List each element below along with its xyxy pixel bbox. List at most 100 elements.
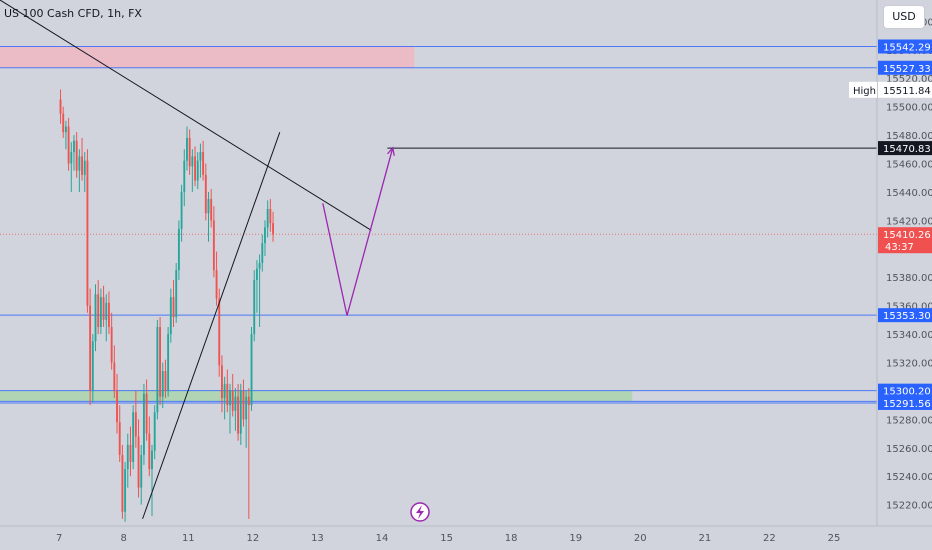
candle-body (199, 152, 202, 161)
candle-body (188, 137, 191, 167)
candle-body (202, 152, 205, 175)
high-marker-box (849, 81, 877, 98)
time-tick-label: 15 (440, 533, 453, 544)
time-tick-label: 18 (505, 533, 518, 544)
candle-body (73, 140, 75, 153)
price-tick-label: 15480.00 (886, 131, 932, 142)
candle-body (237, 396, 240, 434)
time-tick-label: 25 (828, 533, 841, 544)
currency-button[interactable]: USD (883, 5, 925, 29)
candle-body (137, 436, 140, 488)
supply-upper-tag-label: 15542.29 (883, 43, 931, 54)
candle-body (70, 152, 73, 164)
candle-body (89, 305, 92, 391)
ascending-trendline[interactable] (142, 132, 281, 520)
lightning-icon (416, 505, 424, 519)
candle-body (177, 228, 180, 271)
replay-button[interactable] (410, 502, 430, 522)
candle-body (140, 454, 143, 488)
demand-zone[interactable] (0, 390, 633, 402)
candle-body (250, 334, 253, 406)
candle-body (151, 450, 153, 470)
time-tick-label: 7 (56, 533, 62, 544)
price-tick-label: 15420.00 (886, 216, 932, 227)
time-tick-label: 13 (311, 533, 324, 544)
high-marker-label: High (853, 86, 876, 97)
candle-body (62, 113, 65, 133)
demand-upper-tag-label: 15300.20 (883, 387, 931, 398)
drawings-layer (0, 0, 877, 520)
supply-lower-tag (878, 60, 932, 75)
candle-body (172, 297, 175, 318)
price-tick-label: 15520.00 (886, 74, 932, 85)
current-price-tag-label: 15410.26 (883, 230, 931, 241)
price-tick-label: 15440.00 (886, 188, 932, 199)
time-axis[interactable]: 7 8 11 12 13 14 15 18 19 20 21 22 25 (56, 533, 840, 544)
candle-body (148, 433, 151, 470)
price-tick-label: 15240.00 (886, 472, 932, 483)
descending-trendline[interactable] (0, 0, 372, 231)
current-price-tag (878, 227, 932, 254)
price-tick-label: 15320.00 (886, 359, 932, 370)
candle-body (116, 390, 118, 423)
candle-body (99, 297, 102, 327)
candle-body (67, 126, 70, 164)
candle-body (110, 326, 113, 363)
candle-body (247, 396, 250, 406)
candle-body (194, 156, 196, 181)
candle-body (94, 294, 97, 342)
candle-body (64, 126, 67, 133)
candle-body (108, 302, 110, 327)
price-tick-label: 15360.00 (886, 302, 932, 313)
candle-body (258, 263, 261, 269)
demand-lower-tag (878, 395, 932, 410)
candle-body (186, 137, 188, 161)
price-tick-label: 15380.00 (886, 273, 932, 284)
candle-body (161, 371, 164, 397)
candle-body (207, 199, 210, 214)
supply-lower-tag-label: 15527.33 (883, 64, 931, 75)
candle-body (124, 469, 127, 512)
candle-body (264, 227, 266, 244)
high-price-label: 15511.84 (883, 86, 931, 97)
price-tick-label: 15460.00 (886, 159, 932, 170)
time-tick-label: 8 (121, 533, 127, 544)
candle-body (78, 156, 81, 171)
current-price-countdown: 43:37 (885, 242, 914, 253)
candle-body (121, 454, 124, 512)
candle-body (129, 444, 132, 463)
target-tag-label: 15470.83 (883, 144, 931, 155)
projection-arrow-head (387, 146, 395, 156)
candle-body (218, 298, 221, 366)
supply-zone[interactable] (0, 46, 415, 68)
candle-body (266, 208, 269, 228)
target-tag (878, 141, 932, 156)
candle-body (212, 220, 215, 271)
candle-body (113, 362, 116, 391)
candle-body (229, 390, 231, 406)
projection-path[interactable] (322, 147, 394, 316)
candle-body (196, 160, 199, 181)
demand-lower-tag-label: 15291.56 (883, 399, 931, 410)
candle-body (86, 160, 89, 306)
candle-body (253, 280, 256, 335)
time-tick-label: 20 (634, 533, 647, 544)
candle-body (102, 297, 105, 320)
candle-body (245, 396, 248, 420)
candle-body (145, 393, 148, 434)
zones-layer (0, 46, 633, 402)
candle-body (223, 383, 226, 399)
price-tick-label: 15280.00 (886, 415, 932, 426)
candle-body (180, 191, 183, 229)
candle-body (164, 371, 167, 391)
candle-body (215, 270, 218, 299)
symbol-title: US 100 Cash CFD, 1h, FX (4, 7, 142, 20)
candle-body (226, 383, 229, 406)
candle-body (153, 412, 156, 451)
candle-body (156, 326, 159, 413)
candle-body (83, 160, 86, 175)
candle-body (234, 396, 237, 411)
time-tick-label: 19 (569, 533, 582, 544)
candle-body (118, 422, 121, 455)
